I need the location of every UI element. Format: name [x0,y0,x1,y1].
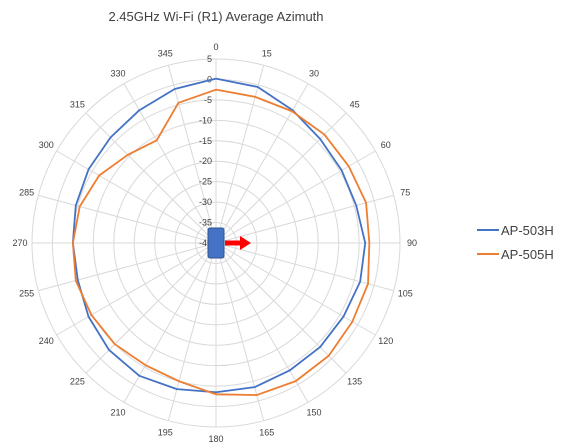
angle-label-19: 285 [19,187,34,197]
angle-label-9: 135 [347,377,362,387]
grid-spoke-3 [215,112,347,244]
grid-spoke-19 [38,194,217,244]
angle-label-15: 225 [70,377,85,387]
grid-spoke-23 [167,65,217,244]
radial-tick-0: 5 [207,54,212,64]
series-lines [71,77,371,396]
angle-label-4: 60 [381,140,391,150]
legend-swatch-1 [477,253,499,255]
grid-spoke-13 [167,242,217,421]
angle-label-12: 180 [208,434,223,444]
grid-spoke-5 [215,194,394,244]
radial-tick-6: -25 [199,177,212,187]
radial-tick-4: -15 [199,136,212,146]
grid-spoke-7 [215,242,394,292]
grid-spoke-21 [85,112,217,244]
grid-spoke-8 [215,242,376,336]
angle-label-17: 255 [19,289,34,299]
angle-label-7: 105 [398,289,413,299]
radial-tick-9: -40 [199,238,212,248]
angle-label-5: 75 [400,187,410,197]
legend: AP-503H AP-505H [477,218,554,266]
angle-label-6: 90 [407,238,417,248]
angle-labels: 0 15 30 45 60 75 90 105 120 135 150 165 180 195 210 225… [12,42,417,444]
grid-spoke-16 [56,242,217,336]
grid-spoke-20 [56,150,217,244]
radial-tick-3: -10 [199,115,212,125]
angle-label-8: 120 [378,336,393,346]
angle-label-18: 270 [12,238,27,248]
legend-item-0: AP-503H [477,218,554,242]
angle-label-1: 15 [262,49,272,59]
angle-label-10: 150 [306,408,321,418]
grid-spoke-1 [215,65,265,244]
radial-tick-2: -5 [204,95,212,105]
radial-tick-5: -20 [199,156,212,166]
angle-label-2: 30 [309,68,319,78]
angle-label-0: 0 [213,42,218,52]
angle-label-23: 345 [158,49,173,59]
legend-label-0: AP-503H [501,222,554,238]
angle-label-14: 210 [110,408,125,418]
angle-label-21: 315 [70,99,85,109]
direction-arrow-head [240,236,251,250]
grid-spoke-10 [215,242,309,403]
angle-label-20: 300 [39,140,54,150]
series-line-1 [71,88,371,396]
chart-title: 2.45GHz Wi-Fi (R1) Average Azimuth [108,9,324,24]
angle-label-16: 240 [39,336,54,346]
device-icon [207,227,225,259]
legend-swatch-0 [477,229,499,231]
radial-tick-8: -35 [199,218,212,228]
legend-label-1: AP-505H [501,246,554,262]
angle-label-11: 165 [259,427,274,437]
grid-spoke-15 [85,242,217,374]
legend-item-1: AP-505H [477,242,554,266]
grid-spoke-11 [215,242,265,421]
grid-spoke-17 [38,242,217,292]
series-line-0 [71,77,367,394]
angle-label-3: 45 [350,99,360,109]
angle-label-13: 195 [158,427,173,437]
angle-label-22: 330 [110,68,125,78]
radial-tick-7: -30 [199,197,212,207]
grid-spoke-9 [215,242,347,374]
device-marker [207,227,251,259]
